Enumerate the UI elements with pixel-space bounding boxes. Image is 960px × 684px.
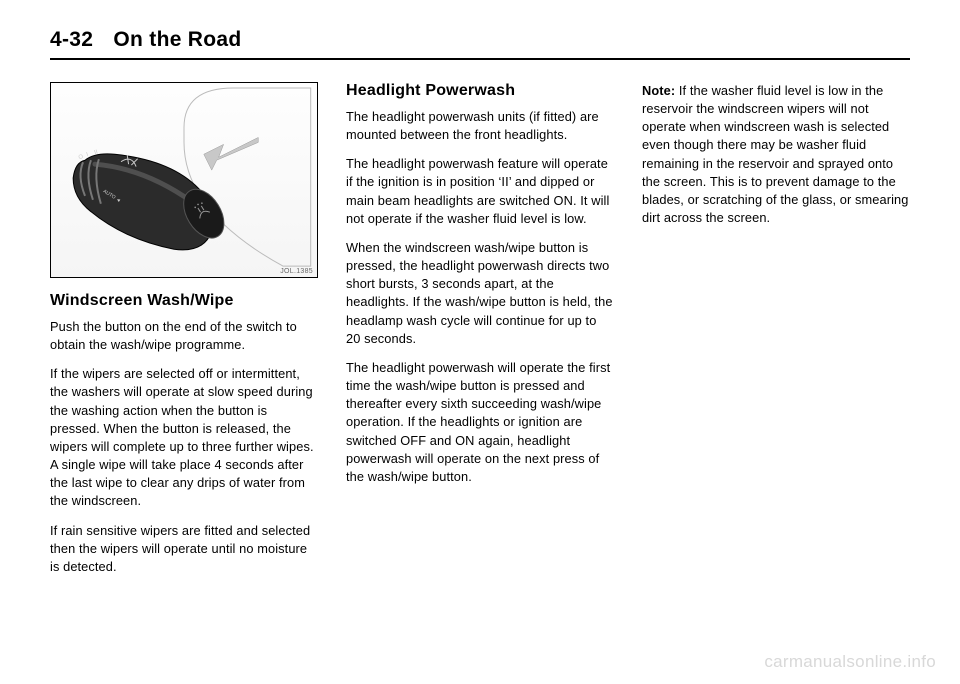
body-text: The headlight powerwash units (if fitted… bbox=[346, 108, 614, 144]
body-text: Push the button on the end of the switch… bbox=[50, 318, 318, 354]
svg-text:O: O bbox=[78, 154, 85, 161]
column-2: Headlight Powerwash The headlight powerw… bbox=[346, 82, 614, 587]
page-header: 4-32 On the Road bbox=[50, 28, 910, 60]
column-1: O I II AUTO ◄ bbox=[50, 82, 318, 587]
watermark: carmanualsonline.info bbox=[764, 652, 936, 672]
section-heading-headlight: Headlight Powerwash bbox=[346, 82, 614, 100]
wiper-stalk-figure: O I II AUTO ◄ bbox=[50, 82, 318, 278]
body-text: If rain sensitive wipers are fitted and … bbox=[50, 522, 318, 576]
body-text: The headlight powerwash will operate the… bbox=[346, 359, 614, 486]
manual-page: 4-32 On the Road bbox=[0, 0, 960, 607]
wiper-stalk-illustration: O I II AUTO ◄ bbox=[51, 83, 317, 277]
body-text: The headlight powerwash feature will ope… bbox=[346, 155, 614, 228]
svg-text:I: I bbox=[86, 152, 90, 158]
page-number: 4-32 bbox=[50, 28, 93, 51]
body-text: If the wipers are selected off or interm… bbox=[50, 365, 318, 510]
column-3: Note: If the washer fluid level is low i… bbox=[642, 82, 910, 587]
figure-code: JOL.1385 bbox=[280, 268, 313, 275]
section-heading-windscreen: Windscreen Wash/Wipe bbox=[50, 292, 318, 310]
content-columns: O I II AUTO ◄ bbox=[50, 82, 910, 587]
svg-text:II: II bbox=[94, 149, 99, 156]
note-text: If the washer fluid level is low in the … bbox=[642, 83, 908, 225]
note-label: Note: bbox=[642, 83, 675, 98]
chapter-title: On the Road bbox=[113, 28, 241, 51]
body-text: When the windscreen wash/wipe button is … bbox=[346, 239, 614, 348]
note-paragraph: Note: If the washer fluid level is low i… bbox=[642, 82, 910, 227]
